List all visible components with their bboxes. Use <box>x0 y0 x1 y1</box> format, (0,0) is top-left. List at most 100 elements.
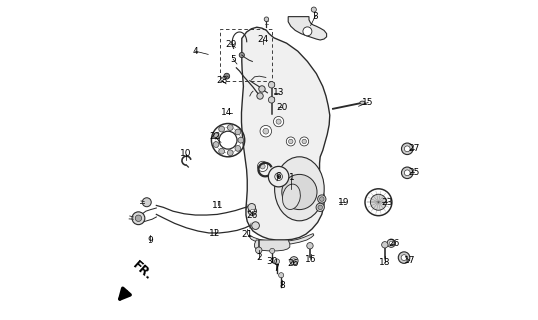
Circle shape <box>219 148 224 154</box>
Text: 29: 29 <box>225 40 236 49</box>
Text: 24: 24 <box>257 35 268 44</box>
Circle shape <box>303 27 312 36</box>
Text: 26: 26 <box>389 239 400 248</box>
Circle shape <box>228 125 233 131</box>
Circle shape <box>135 215 141 221</box>
Circle shape <box>320 197 324 201</box>
Circle shape <box>268 82 275 88</box>
Text: 2: 2 <box>257 253 262 262</box>
Circle shape <box>260 125 272 137</box>
Text: 3: 3 <box>313 12 318 20</box>
Text: 9: 9 <box>147 236 153 245</box>
Circle shape <box>317 195 326 203</box>
Circle shape <box>258 161 268 172</box>
Text: 4: 4 <box>193 47 198 56</box>
Circle shape <box>274 259 280 264</box>
Text: 22: 22 <box>209 132 220 141</box>
Text: FR.: FR. <box>130 259 155 283</box>
Circle shape <box>316 203 324 212</box>
Circle shape <box>213 142 219 148</box>
Circle shape <box>264 17 268 21</box>
Text: 19: 19 <box>338 198 350 207</box>
Circle shape <box>239 52 244 58</box>
Text: 17: 17 <box>404 256 415 265</box>
Text: 7: 7 <box>273 264 279 273</box>
Circle shape <box>286 137 295 146</box>
Circle shape <box>290 257 298 265</box>
Circle shape <box>268 166 289 187</box>
Circle shape <box>365 189 392 216</box>
Circle shape <box>302 139 307 144</box>
Circle shape <box>270 248 275 253</box>
Text: 1: 1 <box>288 173 294 182</box>
Text: 16: 16 <box>305 255 316 264</box>
Text: 23: 23 <box>382 198 393 207</box>
Circle shape <box>279 273 284 278</box>
Circle shape <box>274 173 284 182</box>
Text: 26: 26 <box>246 211 258 220</box>
Circle shape <box>228 150 233 156</box>
Circle shape <box>300 137 309 146</box>
Ellipse shape <box>282 184 300 210</box>
Circle shape <box>248 204 256 211</box>
Circle shape <box>381 242 388 248</box>
Circle shape <box>405 170 410 176</box>
Text: 15: 15 <box>363 98 374 107</box>
Circle shape <box>273 116 284 127</box>
Ellipse shape <box>360 101 365 104</box>
Circle shape <box>398 252 410 263</box>
Text: 28: 28 <box>216 76 228 85</box>
Circle shape <box>142 198 151 207</box>
Circle shape <box>318 205 322 210</box>
Circle shape <box>387 239 395 247</box>
Text: 20: 20 <box>276 103 287 112</box>
Circle shape <box>251 209 254 213</box>
Circle shape <box>401 143 413 155</box>
Circle shape <box>307 243 313 249</box>
Text: 25: 25 <box>408 168 419 177</box>
Text: 10: 10 <box>180 149 192 158</box>
Text: 26: 26 <box>287 260 299 268</box>
Circle shape <box>224 73 230 79</box>
Ellipse shape <box>274 157 324 221</box>
Circle shape <box>401 255 407 260</box>
Text: 5: 5 <box>230 55 236 64</box>
Text: 11: 11 <box>212 201 224 210</box>
Circle shape <box>276 119 281 124</box>
Circle shape <box>235 146 240 151</box>
Circle shape <box>257 93 263 99</box>
Circle shape <box>132 212 145 225</box>
Circle shape <box>259 86 265 92</box>
Circle shape <box>292 259 296 263</box>
Circle shape <box>213 133 219 139</box>
Circle shape <box>248 207 257 215</box>
Text: 14: 14 <box>221 108 232 117</box>
Text: 18: 18 <box>379 258 391 267</box>
Circle shape <box>263 128 268 134</box>
Circle shape <box>371 194 386 210</box>
Circle shape <box>238 137 244 143</box>
Circle shape <box>260 164 265 169</box>
Circle shape <box>405 146 410 152</box>
Text: 21: 21 <box>241 230 252 239</box>
Text: 30: 30 <box>266 257 277 266</box>
Text: 8: 8 <box>279 281 285 290</box>
Text: 27: 27 <box>408 144 419 153</box>
Polygon shape <box>248 234 314 244</box>
Circle shape <box>390 241 393 245</box>
Circle shape <box>277 175 280 178</box>
Circle shape <box>235 129 240 135</box>
Polygon shape <box>288 17 327 40</box>
Circle shape <box>256 247 262 253</box>
Circle shape <box>401 167 413 179</box>
Text: 13: 13 <box>273 88 285 97</box>
Circle shape <box>282 174 317 210</box>
Bar <box>221 29 272 81</box>
Polygon shape <box>242 27 330 240</box>
Circle shape <box>288 139 293 144</box>
Circle shape <box>252 222 259 229</box>
Circle shape <box>219 126 224 132</box>
Circle shape <box>268 97 275 103</box>
Text: 6: 6 <box>276 172 281 180</box>
Text: 12: 12 <box>209 229 220 238</box>
